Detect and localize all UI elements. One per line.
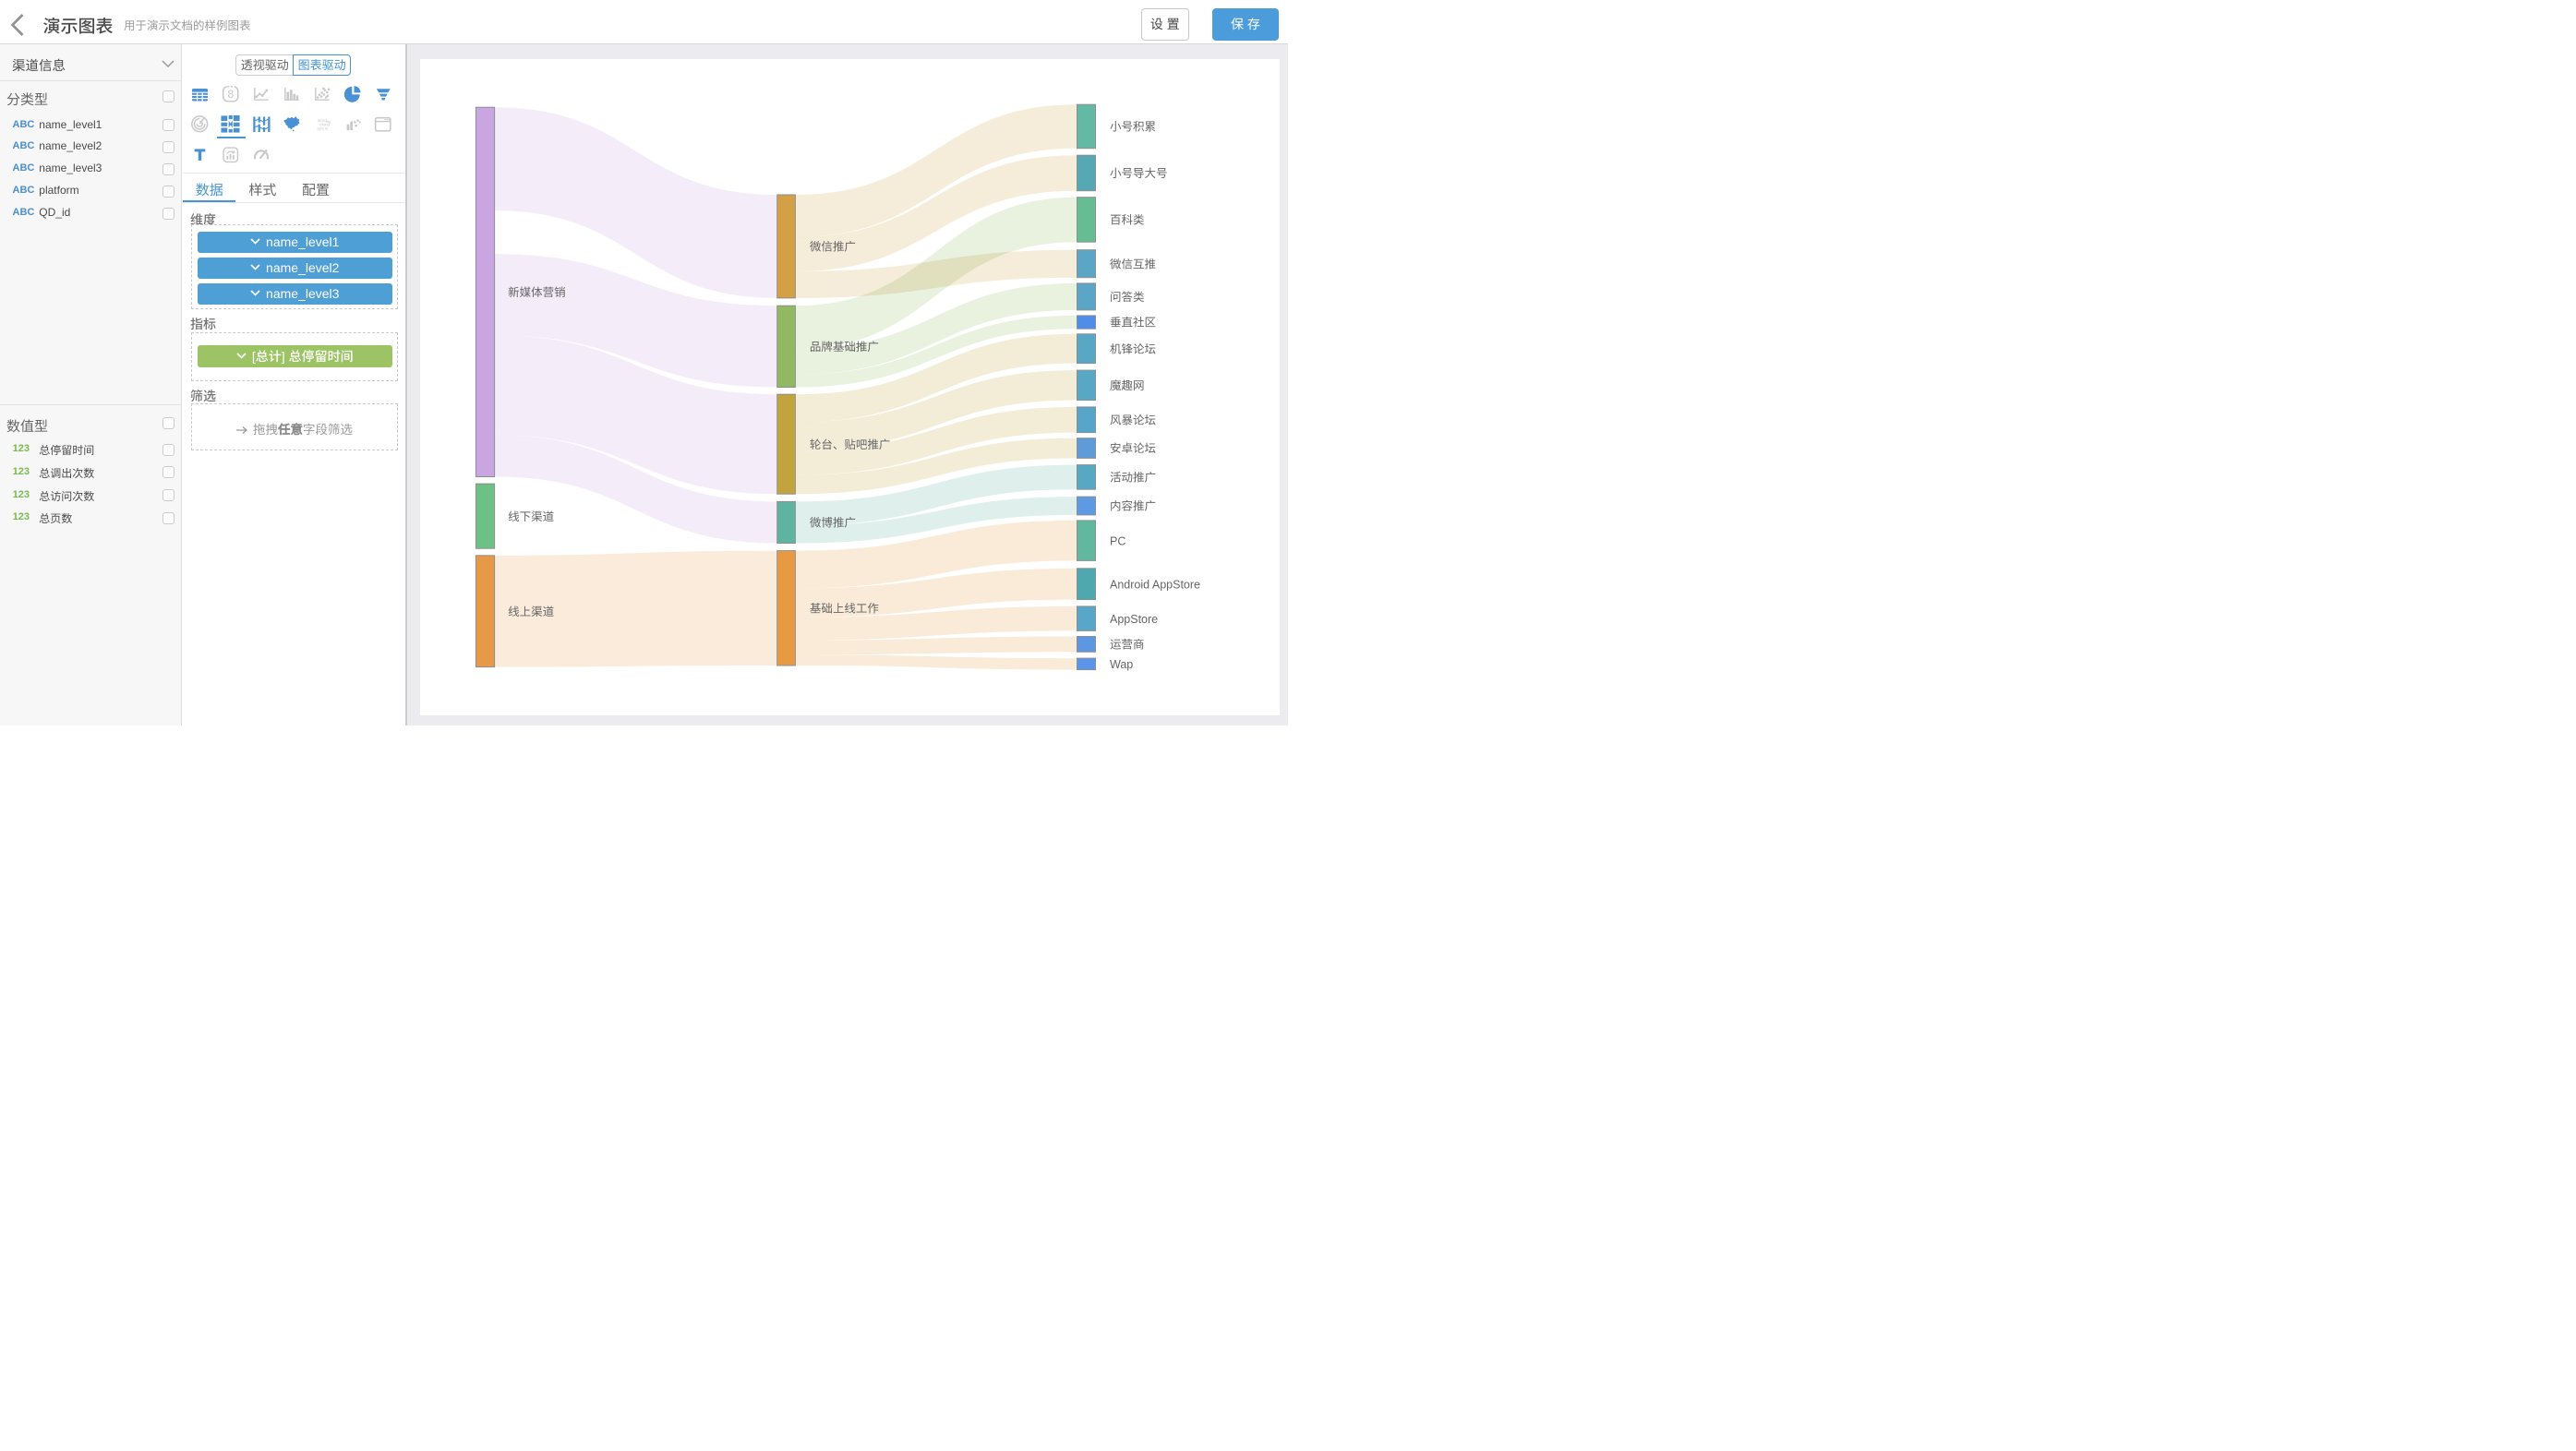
svg-text:AppStore: AppStore bbox=[1110, 613, 1158, 626]
svg-text:8: 8 bbox=[227, 88, 234, 101]
svg-text:安卓论坛: 安卓论坛 bbox=[1110, 442, 1156, 455]
svg-text:tag: tag bbox=[327, 120, 331, 124]
svg-text:机锋论坛: 机锋论坛 bbox=[1110, 342, 1156, 355]
svg-text:微信推广: 微信推广 bbox=[810, 240, 856, 253]
svg-text:基础上线工作: 基础上线工作 bbox=[810, 602, 880, 615]
svg-text:Wap: Wap bbox=[1110, 658, 1133, 671]
svg-text:线下渠道: 线下渠道 bbox=[508, 510, 555, 523]
svg-text:小号积累: 小号积累 bbox=[1110, 120, 1156, 133]
svg-text:轮台、贴吧推广: 轮台、贴吧推广 bbox=[810, 438, 891, 451]
svg-text:PC: PC bbox=[1110, 534, 1125, 547]
svg-text:运营商: 运营商 bbox=[1110, 638, 1145, 651]
svg-text:内容推广: 内容推广 bbox=[1110, 499, 1156, 512]
svg-text:线上渠道: 线上渠道 bbox=[508, 606, 555, 618]
svg-text:百科类: 百科类 bbox=[1110, 213, 1145, 226]
svg-text:微博推广: 微博推广 bbox=[810, 516, 856, 529]
svg-text:问答类: 问答类 bbox=[1110, 291, 1145, 304]
svg-text:word: word bbox=[318, 118, 327, 123]
svg-text:品牌基础推广: 品牌基础推广 bbox=[810, 341, 879, 354]
svg-text:微信互推: 微信互推 bbox=[1110, 258, 1156, 270]
svg-text:新媒体营销: 新媒体营销 bbox=[508, 286, 566, 299]
svg-text:cloud: cloud bbox=[320, 122, 331, 126]
svg-text:小号导大号: 小号导大号 bbox=[1110, 167, 1168, 180]
svg-text:垂直社区: 垂直社区 bbox=[1110, 316, 1156, 329]
svg-text:活动推广: 活动推广 bbox=[1110, 471, 1156, 484]
svg-text:agile BI: agile BI bbox=[318, 126, 329, 130]
svg-text:Android AppStore: Android AppStore bbox=[1110, 578, 1200, 591]
svg-text:风暴论坛: 风暴论坛 bbox=[1110, 414, 1156, 426]
svg-text:魔趣网: 魔趣网 bbox=[1110, 379, 1145, 392]
